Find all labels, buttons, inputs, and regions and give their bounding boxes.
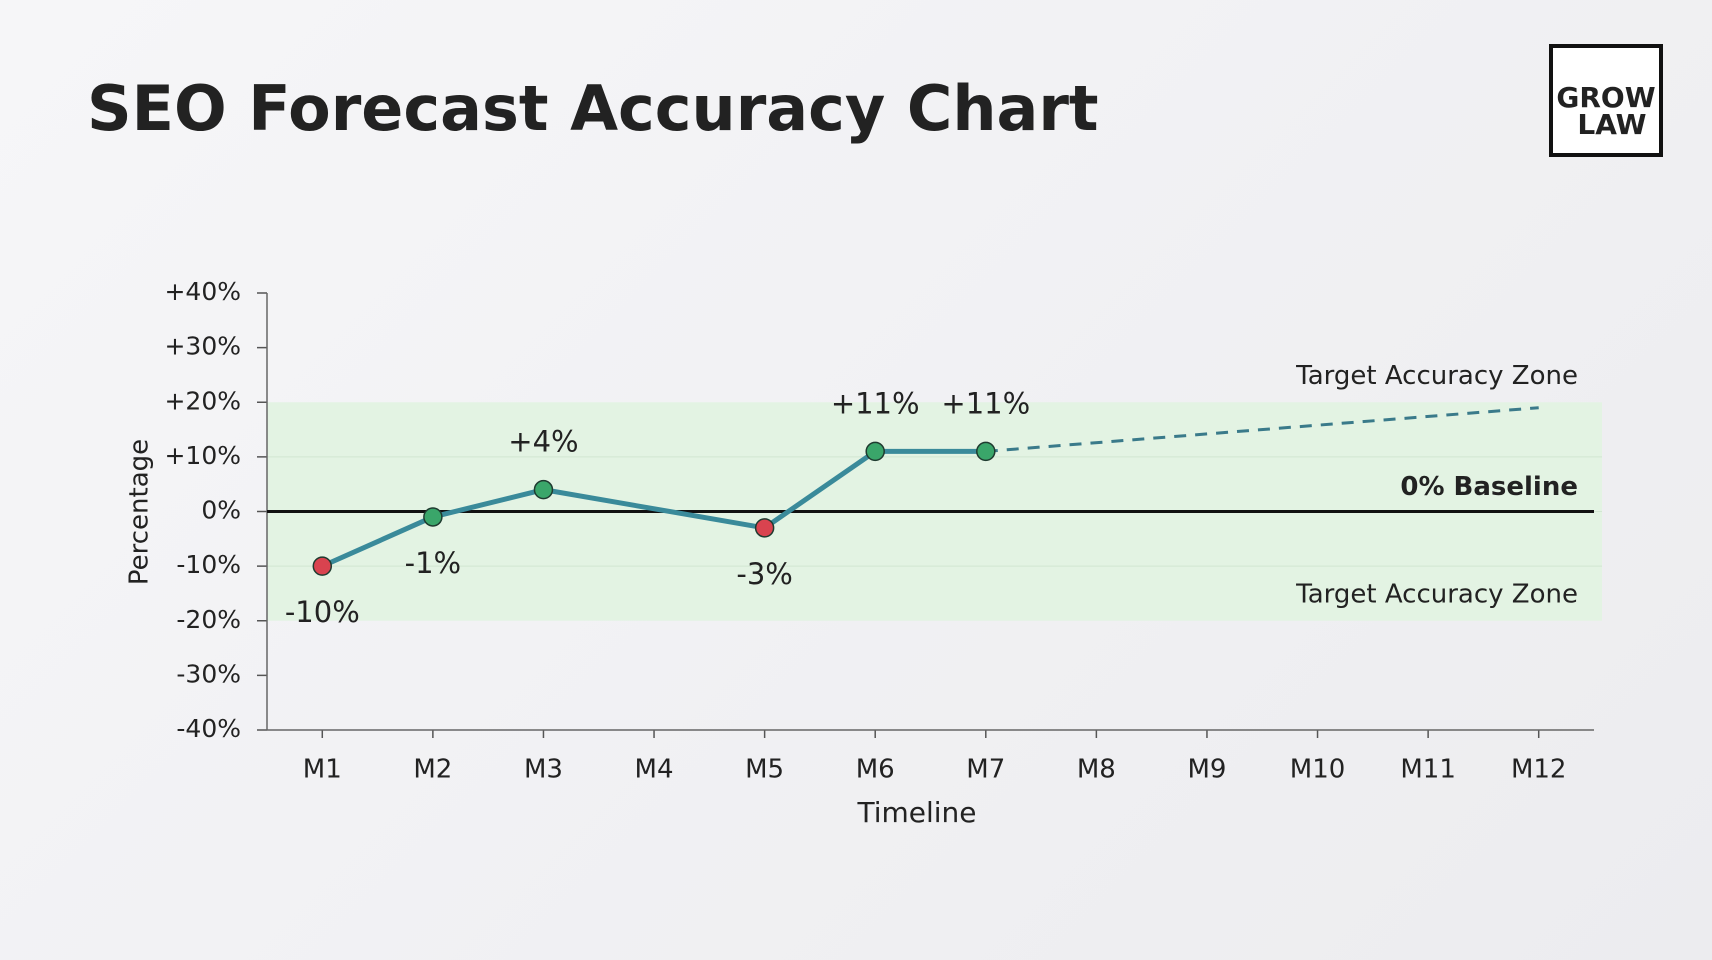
- data-point: [976, 441, 996, 462]
- data-point: [423, 507, 443, 527]
- x-tick-label: M2: [413, 755, 452, 785]
- y-tick-label: -40%: [176, 714, 241, 743]
- data-label: -1%: [405, 546, 461, 580]
- data-label: +4%: [508, 425, 578, 459]
- y-tick-label: -20%: [176, 605, 241, 634]
- data-point: [533, 479, 554, 500]
- data-point: [754, 518, 775, 538]
- y-tick-label: +20%: [164, 386, 241, 415]
- x-tick-label: M7: [966, 755, 1005, 785]
- baseline-label: 0% Baseline: [1400, 472, 1578, 502]
- x-tick-label: M5: [745, 755, 784, 785]
- y-tick-label: +40%: [164, 277, 241, 306]
- logo-text: LAW: [1577, 108, 1646, 141]
- data-point: [312, 556, 333, 576]
- x-tick-label: M6: [856, 755, 895, 785]
- x-tick-label: M12: [1511, 755, 1567, 785]
- y-tick-label: 0%: [201, 496, 241, 525]
- data-label: -3%: [736, 557, 792, 591]
- chart-title: SEO Forecast Accuracy Chart: [87, 72, 1099, 145]
- data-label: +11%: [831, 386, 920, 420]
- x-tick-label: M8: [1077, 755, 1116, 785]
- y-tick-label: +30%: [164, 332, 241, 361]
- y-tick-label: -10%: [176, 550, 241, 579]
- x-tick-label: M11: [1400, 755, 1456, 785]
- data-label: +11%: [941, 386, 1030, 420]
- y-axis-label: Percentage: [125, 439, 155, 585]
- x-tick-label: M1: [303, 755, 342, 785]
- x-tick-label: M3: [524, 755, 563, 785]
- logo-text: GROW: [1556, 81, 1655, 114]
- x-axis-label: Timeline: [856, 796, 976, 829]
- line: [321, 448, 986, 569]
- y-tick-label: -30%: [176, 659, 241, 688]
- zone-label: Target Accuracy Zone: [1295, 361, 1578, 391]
- x-tick-label: M4: [635, 755, 674, 785]
- data-label: -10%: [285, 595, 360, 629]
- y-tick-label: +10%: [164, 441, 241, 470]
- logo-box: [1549, 44, 1663, 157]
- line: [985, 406, 1539, 453]
- x-tick-label: M9: [1187, 755, 1226, 785]
- x-tick-label: M10: [1290, 755, 1346, 785]
- data-point: [865, 441, 885, 462]
- zone-label: Target Accuracy Zone: [1295, 579, 1578, 609]
